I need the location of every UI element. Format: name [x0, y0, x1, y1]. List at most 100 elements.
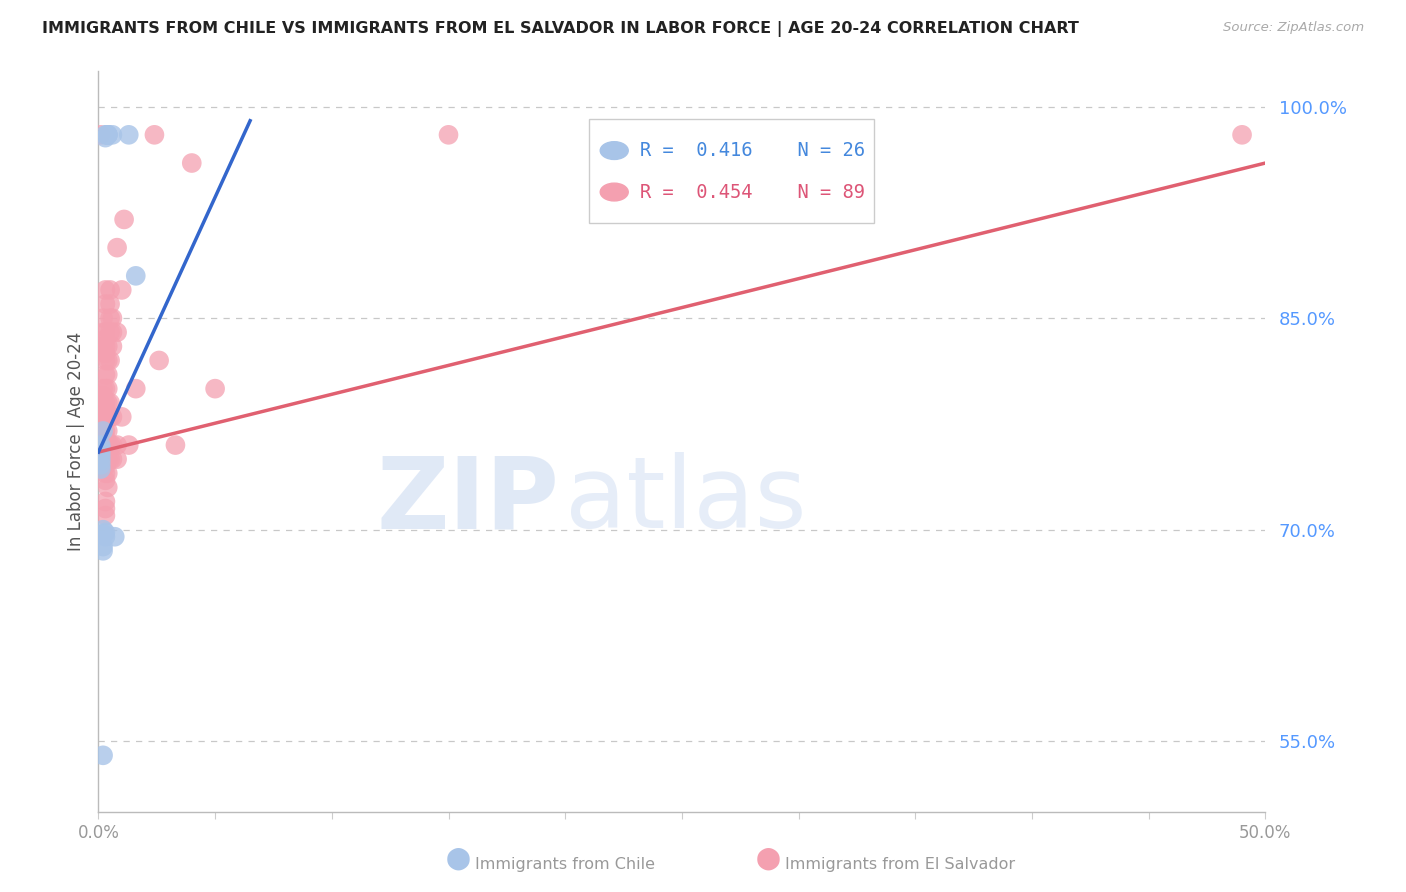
Point [91, 417, 114, 431]
Text: atlas: atlas [565, 452, 807, 549]
Point [94, 459, 117, 474]
Point [90, 438, 112, 452]
Point [94, 382, 117, 396]
Point [97, 424, 120, 438]
Point [97, 353, 120, 368]
Point [105, 325, 128, 339]
Point [90, 441, 112, 455]
Point [94, 424, 117, 438]
Point [94, 508, 117, 523]
Circle shape [600, 142, 628, 160]
Point [104, 530, 127, 544]
Point [90, 458, 112, 472]
Point [143, 128, 166, 142]
Point [97, 438, 120, 452]
Point [94, 525, 117, 540]
Point [91, 311, 114, 326]
Point [94, 402, 117, 417]
Point [98, 311, 121, 326]
Point [98, 325, 121, 339]
Point [94, 396, 117, 410]
Point [118, 128, 141, 142]
Point [91, 523, 114, 537]
Point [91, 396, 114, 410]
Point [111, 283, 134, 297]
Point [90, 450, 112, 464]
Y-axis label: In Labor Force | Age 20-24: In Labor Force | Age 20-24 [66, 332, 84, 551]
Point [105, 438, 128, 452]
Point [98, 452, 121, 467]
Point [94, 431, 117, 445]
Point [94, 128, 117, 142]
Point [105, 241, 128, 255]
Point [94, 438, 117, 452]
Point [91, 339, 114, 353]
Point [101, 311, 124, 326]
Point [101, 339, 124, 353]
Text: Immigrants from Chile: Immigrants from Chile [475, 857, 655, 872]
Point [97, 128, 120, 142]
Text: Immigrants from El Salvador: Immigrants from El Salvador [785, 857, 1015, 872]
Point [101, 325, 124, 339]
Point [91, 409, 114, 424]
Point [98, 353, 121, 368]
Point [437, 128, 460, 142]
Text: R =  0.416    N = 26: R = 0.416 N = 26 [640, 141, 865, 160]
Point [101, 438, 124, 452]
Text: ⬤: ⬤ [755, 847, 780, 870]
Point [94, 325, 117, 339]
Point [98, 283, 121, 297]
Point [91, 459, 114, 474]
Point [98, 438, 121, 452]
Point [118, 438, 141, 452]
Point [204, 382, 226, 396]
Point [90, 441, 112, 455]
Point [91, 325, 114, 339]
Point [91, 748, 114, 763]
Point [94, 445, 117, 459]
Point [94, 332, 117, 346]
Point [94, 530, 117, 544]
Point [180, 156, 202, 170]
Point [97, 452, 120, 467]
Point [94, 501, 117, 516]
Text: ZIP: ZIP [377, 452, 560, 549]
Point [91, 452, 114, 467]
Point [97, 128, 120, 142]
Point [90, 446, 112, 460]
Point [101, 409, 124, 424]
Point [125, 268, 148, 283]
Point [97, 467, 120, 481]
Point [97, 409, 120, 424]
Point [101, 128, 124, 142]
Point [94, 368, 117, 382]
Point [91, 527, 114, 541]
Point [91, 382, 114, 396]
Point [111, 409, 134, 424]
Point [91, 424, 114, 438]
Point [94, 339, 117, 353]
Point [97, 368, 120, 382]
Point [90, 450, 112, 464]
Point [90, 455, 112, 469]
Point [1230, 128, 1253, 142]
Point [90, 458, 112, 472]
Point [97, 128, 120, 142]
Point [112, 212, 135, 227]
Point [90, 443, 112, 458]
Point [97, 339, 120, 353]
Point [90, 445, 112, 459]
Point [97, 396, 120, 410]
Point [165, 438, 187, 452]
Text: IMMIGRANTS FROM CHILE VS IMMIGRANTS FROM EL SALVADOR IN LABOR FORCE | AGE 20-24 : IMMIGRANTS FROM CHILE VS IMMIGRANTS FROM… [42, 21, 1078, 37]
Point [91, 389, 114, 403]
Point [94, 409, 117, 424]
Point [94, 346, 117, 360]
Point [90, 438, 112, 452]
Point [98, 409, 121, 424]
Point [94, 452, 117, 467]
Point [90, 128, 112, 142]
Point [101, 452, 124, 467]
Point [91, 424, 114, 438]
Point [94, 473, 117, 487]
